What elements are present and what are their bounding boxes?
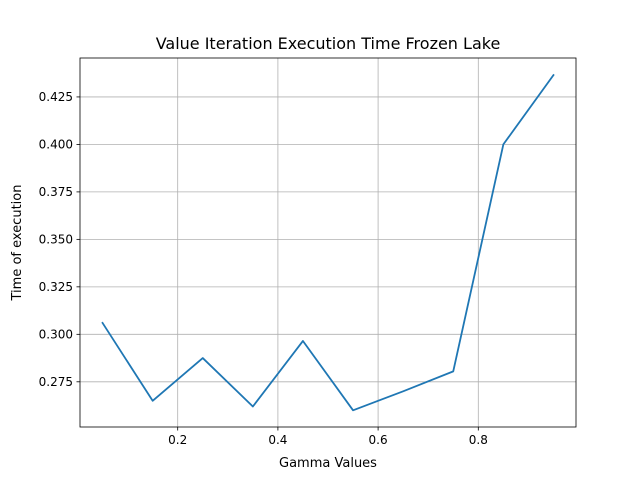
chart-title: Value Iteration Execution Time Frozen La… (156, 34, 501, 53)
y-tick-label: 0.425 (39, 90, 73, 104)
plot-area (80, 58, 576, 427)
y-tick-label: 0.400 (39, 138, 73, 152)
y-tick-label: 0.300 (39, 328, 73, 342)
x-tick-label: 0.2 (168, 433, 187, 447)
series-layer (101, 73, 555, 412)
y-tick-label: 0.375 (39, 185, 73, 199)
y-tick-label: 0.350 (39, 233, 73, 247)
y-tick-label: 0.325 (39, 280, 73, 294)
x-tick-label: 0.4 (268, 433, 287, 447)
series-line-0 (101, 73, 555, 412)
x-axis-label: Gamma Values (279, 456, 377, 471)
grid-lines (80, 58, 576, 427)
x-tick-label: 0.8 (469, 433, 488, 447)
plot-frame (79, 57, 577, 428)
y-axis-label: Time of execution (10, 185, 25, 302)
axis-ticks: 0.2 0.4 0.6 0.8 0.275 0.300 0.325 0.350 0.375 0.4… (39, 90, 488, 447)
x-tick-label: 0.6 (369, 433, 388, 447)
y-tick-label: 0.275 (39, 375, 73, 389)
